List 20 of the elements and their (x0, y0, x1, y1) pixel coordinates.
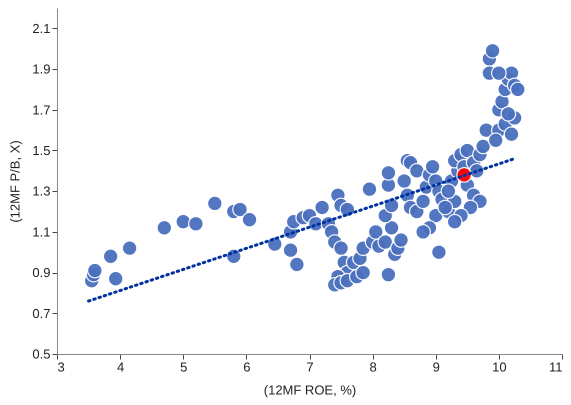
x-tick-label: 10 (492, 360, 507, 374)
y-tick-label: 2.1 (32, 20, 50, 36)
x-tick-label: 6 (243, 360, 250, 374)
x-tick-label: 3 (58, 360, 65, 374)
y-tick-label: 0.5 (32, 346, 50, 362)
y-axis-title: (12MF P/B, X) (7, 140, 22, 223)
x-tick-label: 4 (117, 360, 124, 374)
y-tick-label: 1.7 (32, 102, 50, 118)
x-tick-label: 9 (432, 360, 440, 374)
x-axis-title: (12MF ROE, %) (264, 382, 356, 398)
y-tick-label: 0.7 (32, 306, 50, 321)
x-tick-label: 7 (306, 360, 314, 374)
x-tick-label: 11 (549, 360, 562, 374)
x-tick-label: 8 (370, 360, 377, 374)
y-tick-label: 1.1 (32, 224, 50, 240)
x-tick-label: 5 (180, 360, 188, 374)
y-tick-label: 1.9 (32, 62, 50, 77)
y-tick-label: 0.9 (32, 265, 50, 280)
y-tick-label: 1.3 (32, 184, 50, 199)
y-tick-label: 1.5 (32, 142, 50, 158)
